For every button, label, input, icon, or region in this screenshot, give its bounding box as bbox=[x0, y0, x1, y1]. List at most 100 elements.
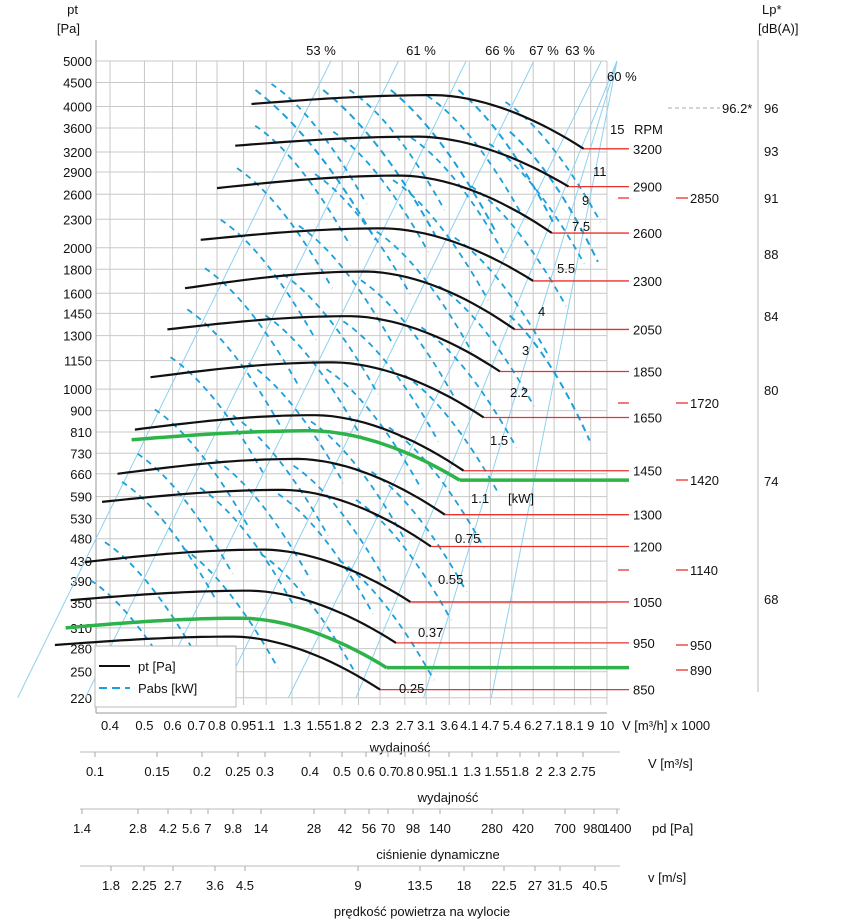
x-tick-label: 1.8 bbox=[333, 718, 351, 733]
secondary-tick-label: 4.2 bbox=[159, 821, 177, 836]
pabs-curve bbox=[410, 136, 507, 259]
pt-curve-2600 bbox=[216, 174, 553, 234]
power-label: 9 bbox=[582, 193, 589, 208]
secondary-axis-caption: wydajność bbox=[417, 790, 479, 805]
secondary-tick-label: 1400 bbox=[603, 821, 632, 836]
pt-curve-2050 bbox=[184, 270, 516, 331]
noise-axis: Lp* [dB(A)] 96 93 91 88 84 80 74 68 96.2* bbox=[668, 2, 798, 692]
noise-reference-label: 96.2* bbox=[722, 101, 752, 116]
secondary-tick-label: 22.5 bbox=[491, 878, 516, 893]
system-line bbox=[17, 60, 332, 698]
x-tick-label: 3.6 bbox=[440, 718, 458, 733]
y-tick-label: 530 bbox=[70, 512, 92, 527]
x-tick-label: 8.1 bbox=[565, 718, 583, 733]
y-tick-label: 5000 bbox=[63, 54, 92, 69]
rpm-label: 1850 bbox=[633, 365, 662, 380]
y-tick-label: 4000 bbox=[63, 99, 92, 114]
pt-curve-1300 bbox=[117, 457, 446, 516]
pabs-curve bbox=[104, 541, 201, 663]
secondary-axes: 0.1 0.15 0.2 0.25 0.3 0.4 0.5 0.6 0.70.8 0.951.1 1… bbox=[73, 751, 693, 919]
noise-tick-label: 88 bbox=[764, 247, 778, 262]
pt-curve-1450 bbox=[134, 414, 465, 472]
secondary-tick-label: 7 bbox=[204, 821, 211, 836]
pabs-curve bbox=[310, 420, 407, 542]
rpm-label: 2050 bbox=[633, 322, 662, 337]
noise-tick-label: 91 bbox=[764, 191, 778, 206]
x-tick-label: 1.1 bbox=[257, 718, 275, 733]
y-tick-label: 1800 bbox=[63, 262, 92, 277]
noise-tick-label: 80 bbox=[764, 383, 778, 398]
pt-curve-950 bbox=[70, 589, 397, 644]
power-label: 0.25 bbox=[399, 681, 424, 696]
noise-tick-label: 93 bbox=[764, 144, 778, 159]
x-tick-label: 2.3 bbox=[371, 718, 389, 733]
secondary-tick-label: 13.5 bbox=[407, 878, 432, 893]
rpm-lines bbox=[380, 148, 629, 691]
y-tick-label: 900 bbox=[70, 404, 92, 419]
secondary-tick-label: 0.25 bbox=[225, 764, 250, 779]
secondary-tick-label: 1.8 bbox=[102, 878, 120, 893]
pabs-curve bbox=[348, 89, 446, 211]
power-label: 7.5 bbox=[572, 219, 590, 234]
noise-tick-label: 84 bbox=[764, 309, 778, 324]
secondary-tick-label: 1.1 bbox=[440, 764, 458, 779]
y-tick-label: 2900 bbox=[63, 165, 92, 180]
y-tick-label: 590 bbox=[70, 490, 92, 505]
rpm-marker-label: 2850 bbox=[690, 191, 719, 206]
secondary-tick-label: 14 bbox=[254, 821, 268, 836]
y-tick-label: 2300 bbox=[63, 212, 92, 227]
secondary-tick-label: 0.15 bbox=[144, 764, 169, 779]
pabs-curve bbox=[504, 101, 602, 223]
secondary-tick-label: 70 bbox=[381, 821, 395, 836]
power-label: 0.37 bbox=[418, 625, 443, 640]
y-tick-label: 250 bbox=[70, 665, 92, 680]
x-tick-label: 10 bbox=[600, 718, 614, 733]
system-line bbox=[84, 60, 399, 698]
secondary-tick-label: 40.5 bbox=[582, 878, 607, 893]
secondary-tick-label: 9.8 bbox=[224, 821, 242, 836]
efficiency-label: 66 % bbox=[485, 43, 515, 58]
x-tick-label: 5.4 bbox=[503, 718, 521, 733]
secondary-tick-label: 1.55 bbox=[484, 764, 509, 779]
pabs-curve bbox=[232, 414, 329, 536]
secondary-tick-label: 5.6 bbox=[182, 821, 200, 836]
pabs-curve bbox=[390, 89, 496, 231]
efficiency-label: 63 % bbox=[565, 43, 595, 58]
secondary-tick-label: 2 bbox=[535, 764, 542, 779]
secondary-tick-label: 2.3 bbox=[548, 764, 566, 779]
secondary-tick-label: 2.8 bbox=[129, 821, 147, 836]
pabs-curve bbox=[338, 559, 435, 681]
pabs-curve bbox=[204, 267, 301, 389]
pabs-curve bbox=[154, 408, 251, 530]
pabs-curve bbox=[488, 142, 585, 265]
y-tick-label: 1000 bbox=[63, 382, 92, 397]
x-tick-label: 6.2 bbox=[524, 718, 542, 733]
y-axis-label: pt bbox=[67, 2, 78, 17]
secondary-tick-label: 0.3 bbox=[256, 764, 274, 779]
y-tick-label: 2000 bbox=[63, 241, 92, 256]
pabs-curve bbox=[260, 553, 357, 675]
power-label: 11 bbox=[593, 164, 607, 179]
x-tick-label: 0.8 bbox=[208, 718, 226, 733]
secondary-tick-label: 98 bbox=[406, 821, 420, 836]
pabs-curve bbox=[248, 362, 345, 484]
y-tick-label: 1300 bbox=[63, 329, 92, 344]
system-line bbox=[490, 60, 618, 698]
pabs-curve bbox=[215, 459, 312, 581]
x-tick-label: 0.6 bbox=[164, 718, 182, 733]
pabs-curve bbox=[392, 179, 489, 301]
secondary-tick-label: 0.2 bbox=[193, 764, 211, 779]
legend-label: Pabs [kW] bbox=[138, 681, 197, 696]
rpm-marker-label: 1720 bbox=[690, 396, 719, 411]
pabs-curve bbox=[236, 167, 333, 289]
secondary-tick-label: 1.8 bbox=[511, 764, 529, 779]
secondary-tick-label: 0.5 bbox=[333, 764, 351, 779]
rpm-label: 1300 bbox=[633, 508, 662, 523]
secondary-tick-label: 980 bbox=[583, 821, 605, 836]
x-tick-label: 0.4 bbox=[101, 718, 119, 733]
pabs-curve bbox=[277, 493, 374, 615]
rpm-label: 3200 bbox=[633, 142, 662, 157]
secondary-tick-label: 0.8 bbox=[396, 764, 414, 779]
y-tick-label: 1150 bbox=[64, 354, 92, 369]
